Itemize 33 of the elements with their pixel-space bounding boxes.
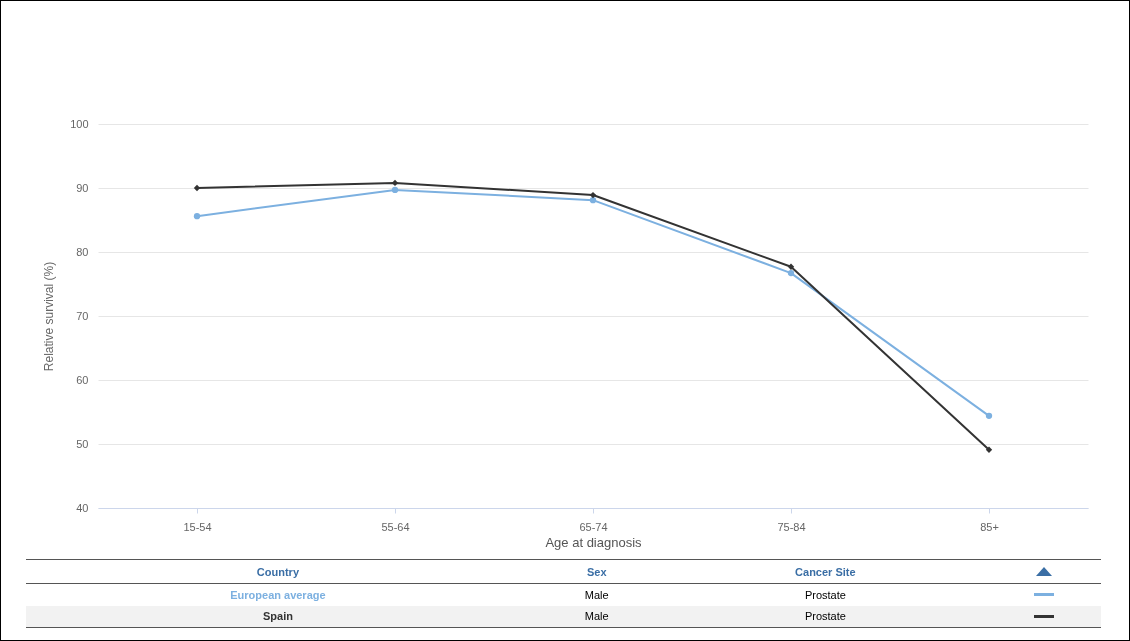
point [787, 269, 795, 277]
y-tick-label: 50 [76, 437, 89, 450]
text: Male [529, 605, 664, 628]
point [589, 197, 597, 204]
point [985, 412, 993, 419]
point [985, 446, 993, 453]
y-axis-title: Relative survival (%) [42, 261, 57, 372]
text: Spain [26, 605, 530, 628]
x-tick-label: 55-64 [381, 520, 410, 533]
y-tick-label: 40 [76, 501, 89, 514]
text: Male [583, 587, 610, 603]
point [787, 263, 795, 270]
text: European average [229, 587, 327, 603]
point [193, 184, 201, 192]
text: Prostate [803, 587, 847, 603]
x-tick-label: 75-84 [777, 520, 806, 533]
point [391, 179, 399, 187]
x-tick-label: 85+ [980, 520, 999, 533]
y-tick-label: 60 [76, 373, 89, 386]
x-tick-label: 15-54 [183, 520, 212, 533]
y-tick-label: 70 [76, 309, 89, 322]
text: Cancer Site [663, 559, 988, 584]
y-tick-label: 80 [76, 245, 89, 258]
point [589, 191, 597, 199]
legend-title: Country [26, 559, 530, 584]
y-tick-label: 100 [70, 117, 89, 130]
text: Sex [529, 559, 664, 584]
y-tick-label: 90 [76, 181, 89, 194]
point [391, 186, 399, 194]
x-tick-label: 65-74 [579, 520, 608, 533]
text: Prostate [663, 605, 988, 628]
point [193, 213, 201, 220]
x-axis-title: Age at diagnosis [545, 534, 643, 550]
